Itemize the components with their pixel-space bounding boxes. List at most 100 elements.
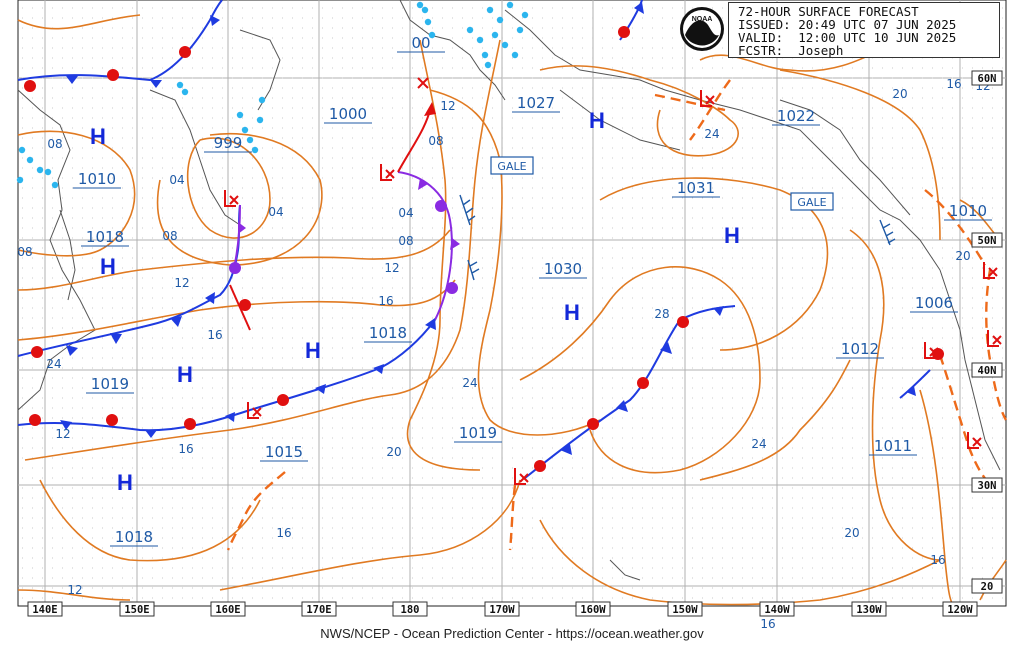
latitude-label-box [971, 477, 1003, 493]
pressure-value: 1015 [260, 443, 308, 462]
gale-label: GALE [497, 160, 526, 173]
ice-dot [246, 136, 254, 144]
longitude-label: 160W [575, 601, 611, 617]
ice-dot [236, 111, 244, 119]
pressure-value-text: 1019 [91, 375, 129, 393]
ice-dot [44, 168, 52, 176]
longitude-label-box [301, 601, 337, 617]
pressure-value-text: 1019 [459, 424, 497, 442]
ice-dot [51, 181, 59, 189]
gale-box-border [790, 192, 834, 211]
isobar-label: 04 [169, 173, 184, 187]
latitude-label-text: 40N [978, 365, 997, 377]
longitude-label-box [392, 601, 428, 617]
isobars [17, 14, 1007, 607]
pressure-value: 1018 [81, 228, 129, 247]
pressure-value-labels: 1010 1018 1019 1018 999 1000 1018 1015 1027 1030 1… [73, 34, 992, 547]
ice-dot [424, 18, 432, 26]
latitude-label-text: 30N [978, 480, 997, 492]
longitude-label: 180 [392, 601, 428, 617]
pressure-value: 1019 [86, 375, 134, 394]
ice-dot [18, 146, 26, 154]
isobar-label: 16 [207, 328, 222, 342]
noaa-logo-text: NOAA [692, 16, 713, 23]
isobar-label: 16 [276, 526, 291, 540]
isobar-label: 20 [844, 526, 859, 540]
longitude-label: 160E [210, 601, 246, 617]
pressure-value-text: 1022 [777, 107, 815, 125]
wind-barbs [459, 194, 896, 281]
pressure-value: 1019 [454, 424, 502, 443]
isobar-label: 24 [46, 357, 61, 371]
latitude-label-text: 20 [981, 581, 994, 593]
longitude-label-box [484, 601, 520, 617]
map-frame [17, 0, 1007, 607]
longitude-label-box [759, 601, 795, 617]
isobar-label: 12 [55, 427, 70, 441]
pressure-value: 999 [204, 134, 252, 153]
high-pressure-letter: H [90, 124, 106, 149]
gale-warnings: GALE GALE [490, 156, 834, 211]
header-valid: VALID: 12:00 UTC 10 JUN 2025 [738, 30, 957, 45]
gale-box-border [490, 156, 534, 175]
high-pressure-letter: H [117, 470, 133, 495]
pressure-value: 1000 [324, 105, 372, 124]
ice-dot [258, 96, 266, 104]
ice-dot [256, 116, 264, 124]
isobar-label: 08 [17, 245, 32, 259]
latitude-label: 50N [971, 232, 1003, 248]
ice-dot [26, 156, 34, 164]
ice-dot [486, 6, 494, 14]
ice-dot [466, 26, 474, 34]
pressure-value-text: 1018 [369, 324, 407, 342]
longitude-label: 140E [27, 601, 63, 617]
ice-dot [241, 126, 249, 134]
pressure-value: 00 [397, 34, 445, 53]
pressure-value: 1006 [910, 294, 958, 313]
ice-dot [521, 11, 529, 19]
isobar-label: 28 [654, 307, 669, 321]
pressure-value-text: 1030 [544, 260, 582, 278]
pressure-value-text: 999 [214, 134, 243, 152]
isobar-label: 08 [47, 137, 62, 151]
isobar-label: 12 [384, 261, 399, 275]
pressure-value-text: 1011 [874, 437, 912, 455]
latitude-label-box [971, 70, 1003, 86]
sea-ice-markers [16, 1, 529, 189]
latitude-label-box [971, 578, 1003, 594]
ice-dot [506, 1, 514, 9]
longitude-label-text: 160W [580, 604, 606, 616]
longitude-label-text: 130W [856, 604, 882, 616]
longitude-label: 150W [667, 601, 703, 617]
latitude-label: 30N [971, 477, 1003, 493]
ice-dot [516, 26, 524, 34]
gale-label: GALE [797, 196, 826, 209]
longitude-label-box [942, 601, 978, 617]
gale-warning-box: GALE [490, 156, 534, 175]
longitude-label: 130W [851, 601, 887, 617]
longitude-label-text: 140W [764, 604, 790, 616]
latitude-label-box [971, 362, 1003, 378]
longitude-label-text: 180 [401, 604, 420, 616]
ice-dot [484, 61, 492, 69]
longitude-label-box [667, 601, 703, 617]
pressure-value: 1031 [672, 179, 720, 198]
pressure-value-text: 1015 [265, 443, 303, 461]
dot-grid [22, 7, 1003, 599]
isobar-label: 20 [955, 249, 970, 263]
pressure-value-text: 1018 [86, 228, 124, 246]
pressure-value-text: 1027 [517, 94, 555, 112]
high-pressure-letter: H [100, 254, 116, 279]
high-pressure-letter: H [589, 108, 605, 133]
longitude-label-text: 150E [124, 604, 149, 616]
latitude-label-box [971, 232, 1003, 248]
latitude-label-text: 50N [978, 235, 997, 247]
coastlines [17, 0, 1001, 581]
ice-dot [491, 31, 499, 39]
longitude-label: 150E [119, 601, 155, 617]
longitude-label-box [119, 601, 155, 617]
isobar-label: 08 [428, 134, 443, 148]
high-pressure-letter: H [177, 362, 193, 387]
longitude-label-text: 120W [947, 604, 973, 616]
